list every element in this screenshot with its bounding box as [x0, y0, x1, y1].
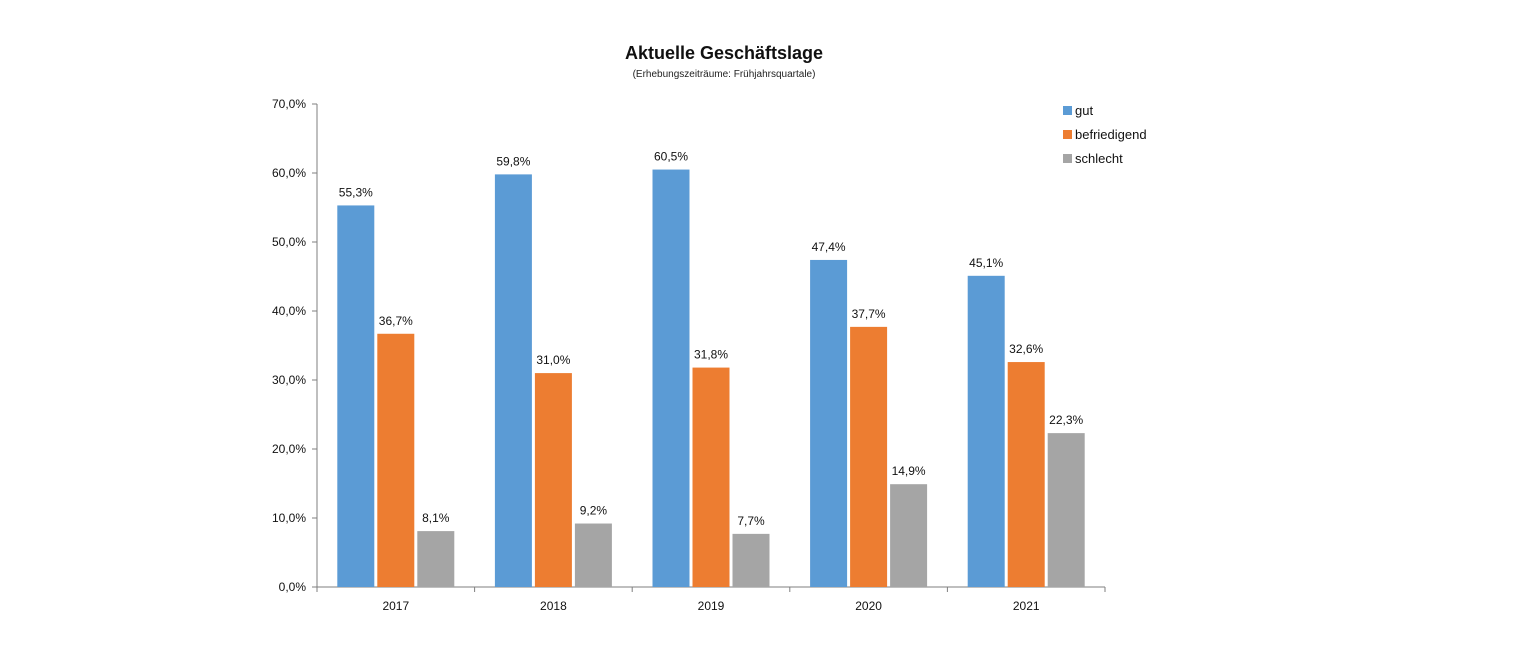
data-label-befriedigend-2019: 31,8% — [694, 348, 728, 362]
bar-befriedigend-2019 — [692, 367, 730, 587]
legend-swatch-schlecht — [1063, 154, 1072, 163]
x-tick-label: 2017 — [382, 599, 409, 613]
y-tick-label: 30,0% — [272, 373, 306, 387]
bar-schlecht-2018 — [574, 523, 612, 587]
data-label-befriedigend-2017: 36,7% — [379, 314, 413, 328]
chart-subtitle: (Erhebungszeiträume: Frühjahrsquartale) — [632, 69, 816, 80]
bar-befriedigend-2021 — [1007, 362, 1045, 587]
data-label-schlecht-2020: 14,9% — [892, 464, 926, 478]
y-tick-label: 70,0% — [272, 97, 306, 111]
bar-schlecht-2017 — [417, 531, 455, 587]
bar-schlecht-2020 — [890, 484, 928, 587]
data-label-gut-2020: 47,4% — [812, 240, 846, 254]
data-label-schlecht-2019: 7,7% — [737, 514, 765, 528]
bar-befriedigend-2018 — [534, 373, 572, 587]
y-tick-label: 50,0% — [272, 235, 306, 249]
data-label-befriedigend-2020: 37,7% — [852, 307, 886, 321]
bar-gut-2019 — [652, 169, 690, 588]
legend-label-schlecht: schlecht — [1075, 151, 1123, 166]
bar-befriedigend-2017 — [377, 333, 415, 587]
x-tick-label: 2021 — [1013, 599, 1040, 613]
data-label-befriedigend-2018: 31,0% — [536, 353, 570, 367]
legend-label-befriedigend: befriedigend — [1075, 127, 1147, 142]
y-tick-label: 20,0% — [272, 442, 306, 456]
bars-layer — [337, 169, 1085, 588]
data-label-schlecht-2017: 8,1% — [422, 511, 450, 525]
y-tick-label: 0,0% — [279, 580, 307, 594]
legend-swatch-gut — [1063, 106, 1072, 115]
chart-title: Aktuelle Geschäftslage — [624, 43, 824, 63]
data-label-schlecht-2018: 9,2% — [580, 504, 608, 518]
data-label-befriedigend-2021: 32,6% — [1009, 342, 1043, 356]
bar-befriedigend-2020 — [850, 326, 888, 587]
data-labels-layer: 55,3% 36,7% 8,1% 59,8% 31,0% 9,2% 60,5% 31,8% 7,… — [339, 150, 1084, 528]
data-label-gut-2017: 55,3% — [339, 185, 373, 199]
y-tick-label: 10,0% — [272, 511, 306, 525]
legend-swatch-befriedigend — [1063, 130, 1072, 139]
bar-schlecht-2019 — [732, 533, 770, 587]
bar-schlecht-2021 — [1047, 433, 1085, 587]
x-tick-label: 2019 — [698, 599, 725, 613]
data-label-gut-2018: 59,8% — [496, 154, 530, 168]
bar-gut-2017 — [337, 205, 375, 587]
bar-gut-2021 — [967, 275, 1005, 587]
legend: gut befriedigend schlecht — [1063, 103, 1147, 166]
bar-gut-2018 — [494, 174, 532, 587]
y-tick-label: 60,0% — [272, 166, 306, 180]
data-label-gut-2021: 45,1% — [969, 256, 1003, 270]
x-tick-label: 2020 — [855, 599, 882, 613]
data-label-schlecht-2021: 22,3% — [1049, 413, 1083, 427]
bar-gut-2020 — [810, 259, 848, 587]
y-tick-label: 40,0% — [272, 304, 306, 318]
x-tick-label: 2018 — [540, 599, 567, 613]
legend-label-gut: gut — [1075, 103, 1093, 118]
data-label-gut-2019: 60,5% — [654, 150, 688, 164]
